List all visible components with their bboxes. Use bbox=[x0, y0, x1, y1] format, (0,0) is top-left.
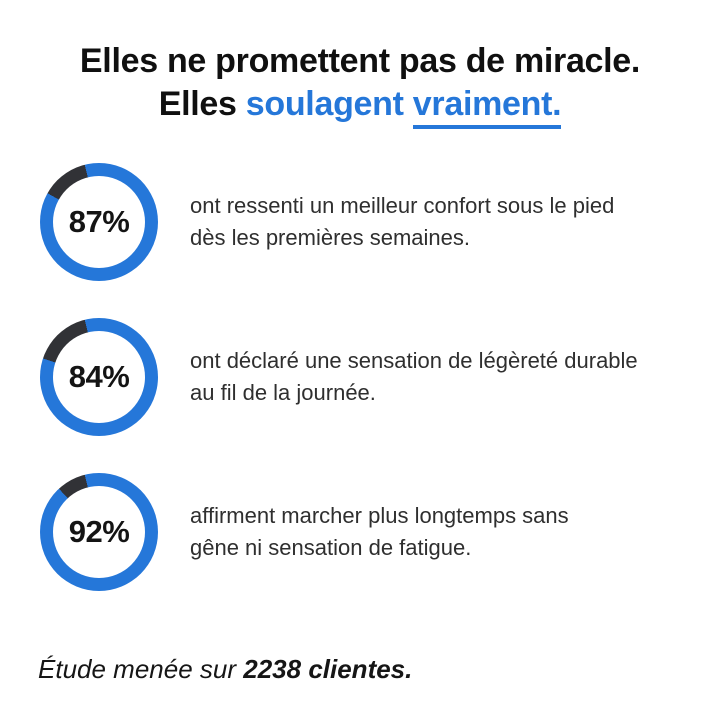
stat-text-line2: au fil de la journée. bbox=[190, 380, 376, 405]
study-note-bold: 2238 clientes. bbox=[243, 654, 413, 684]
title-line2-prefix: Elles bbox=[158, 85, 237, 123]
progress-ring-92: 92% bbox=[40, 473, 158, 591]
stat-text-line2: dès les premières semaines. bbox=[190, 225, 471, 250]
stat-text-line1: ont ressenti un meilleur confort sous le… bbox=[190, 193, 615, 218]
stat-row: 87% ont ressenti un meilleur confort sou… bbox=[40, 163, 692, 281]
ring-percent-label: 92% bbox=[68, 514, 130, 549]
ring-inner: 84% bbox=[53, 331, 145, 423]
progress-ring-87: 87% bbox=[40, 163, 158, 281]
ring-inner: 92% bbox=[53, 486, 145, 578]
stat-text-line1: ont déclaré une sensation de légèreté du… bbox=[190, 348, 638, 373]
progress-ring-84: 84% bbox=[40, 318, 158, 436]
study-note: Étude menée sur 2238 clientes. bbox=[38, 653, 412, 685]
stat-text: ont déclaré une sensation de légèreté du… bbox=[190, 345, 638, 409]
ring-inner: 87% bbox=[53, 176, 145, 268]
stat-text: ont ressenti un meilleur confort sous le… bbox=[190, 190, 614, 254]
stat-text: affirment marcher plus longtemps sans gê… bbox=[190, 500, 569, 564]
ring-percent-label: 84% bbox=[68, 359, 130, 394]
study-note-prefix: Étude menée sur bbox=[38, 654, 237, 684]
title-underlined-text: vraiment. bbox=[412, 86, 562, 129]
stat-row: 84% ont déclaré une sensation de légèret… bbox=[40, 318, 692, 436]
page-title: Elles ne promettent pas de miracle. Elle… bbox=[0, 40, 720, 129]
title-line2: Elles soulagent vraiment. bbox=[0, 83, 720, 129]
stats-list: 87% ont ressenti un meilleur confort sou… bbox=[40, 163, 692, 628]
ring-percent-label: 87% bbox=[68, 204, 130, 239]
title-highlight-text: soulagent bbox=[245, 85, 404, 123]
stat-text-line1: affirment marcher plus longtemps sans bbox=[190, 503, 569, 528]
stat-row: 92% affirment marcher plus longtemps san… bbox=[40, 473, 692, 591]
stat-text-line2: gêne ni sensation de fatigue. bbox=[190, 535, 472, 560]
title-line1: Elles ne promettent pas de miracle. bbox=[79, 42, 641, 80]
